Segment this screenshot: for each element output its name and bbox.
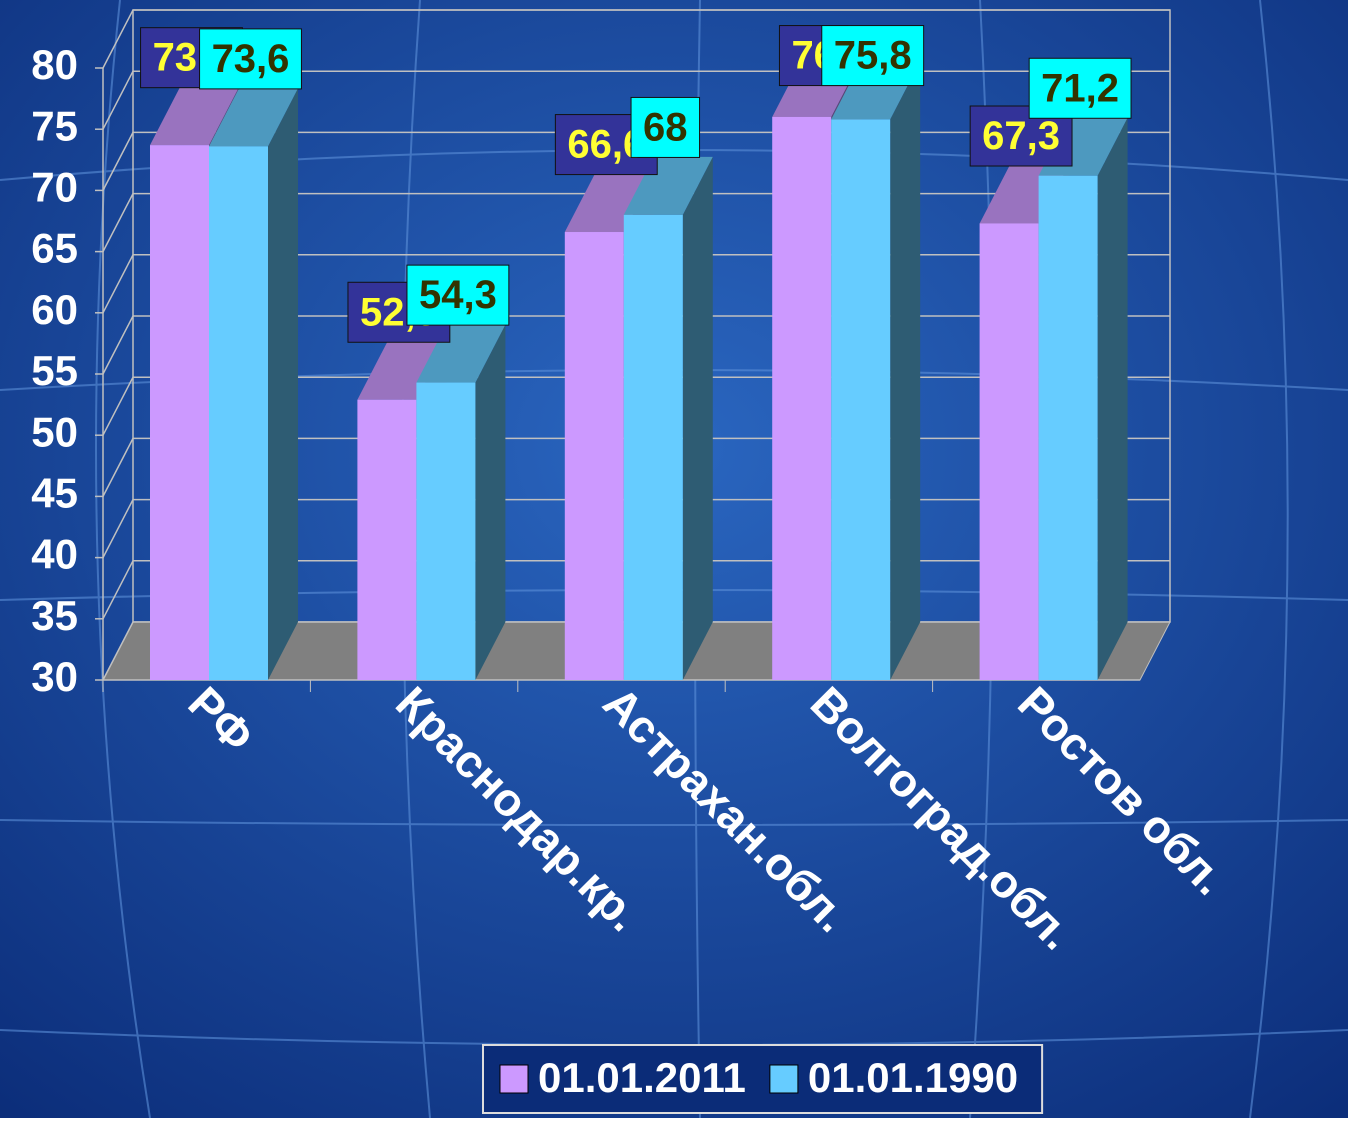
bar-front [209, 146, 268, 680]
bar-top [357, 341, 447, 400]
data-label-box [406, 264, 510, 326]
data-label-box [630, 96, 701, 158]
bar-top [209, 88, 298, 147]
data-label: 73,6 [212, 37, 290, 81]
y-tick-label: 35 [31, 592, 78, 639]
bar-front [357, 399, 417, 680]
y-tick-label: 45 [31, 469, 78, 516]
y-tick-label: 55 [31, 347, 78, 394]
bar-side [682, 156, 713, 680]
legend-swatch [769, 1064, 799, 1094]
bar [209, 88, 298, 680]
bar-front [564, 232, 624, 681]
legend-box [482, 1044, 1044, 1114]
side-grid-line [102, 315, 134, 375]
y-tick-label: 80 [31, 41, 78, 88]
bar-side [268, 88, 298, 680]
legend-label: 01.01.2011 [538, 1054, 746, 1101]
side-grid-line [102, 9, 134, 69]
y-tick-label: 75 [31, 102, 78, 149]
data-label: 71,2 [1041, 66, 1119, 110]
data-label-box [821, 25, 925, 87]
data-label-box [1028, 57, 1132, 119]
bar [831, 61, 921, 680]
bar [1038, 117, 1128, 681]
data-label: 67,3 [982, 114, 1060, 158]
bar-front [772, 116, 832, 680]
bar-top [623, 156, 713, 215]
bar [416, 324, 506, 680]
bar-front [150, 145, 209, 680]
side-grid-line [102, 621, 134, 681]
side-grid-line [102, 560, 134, 620]
y-tick-label: 70 [31, 163, 78, 210]
bar-side [890, 61, 921, 680]
bar-front [416, 382, 476, 680]
legend-label: 01.01.1990 [808, 1054, 1018, 1101]
side-grid-line [102, 132, 134, 191]
bar-front [623, 214, 683, 680]
bar-side [475, 324, 506, 680]
bar-top [564, 174, 654, 233]
side-grid-line [102, 254, 134, 314]
y-tick-label: 40 [31, 531, 78, 578]
y-tick-label: 65 [31, 225, 78, 272]
bar-top [150, 87, 239, 146]
bar-front [831, 119, 891, 680]
side-grid-line [102, 499, 134, 558]
data-label-box [199, 28, 302, 90]
legend-swatch [499, 1064, 529, 1094]
data-label: 54,3 [419, 273, 497, 317]
bar-top [416, 324, 506, 383]
data-label: 75,8 [834, 34, 912, 78]
data-label: 68 [643, 105, 688, 149]
side-grid-line [102, 70, 134, 130]
side-grid-line [102, 438, 134, 497]
y-tick-label: 50 [31, 408, 78, 455]
side-grid-line [102, 376, 134, 436]
bar-side [1097, 117, 1128, 681]
bar-front [979, 223, 1039, 680]
bar-front [1038, 175, 1098, 680]
y-tick-label: 60 [31, 286, 78, 333]
y-tick-label: 30 [31, 653, 78, 700]
legend: 01.01.2011 01.01.1990 [482, 1044, 1044, 1114]
bar [623, 156, 713, 680]
side-grid-line [102, 193, 134, 252]
